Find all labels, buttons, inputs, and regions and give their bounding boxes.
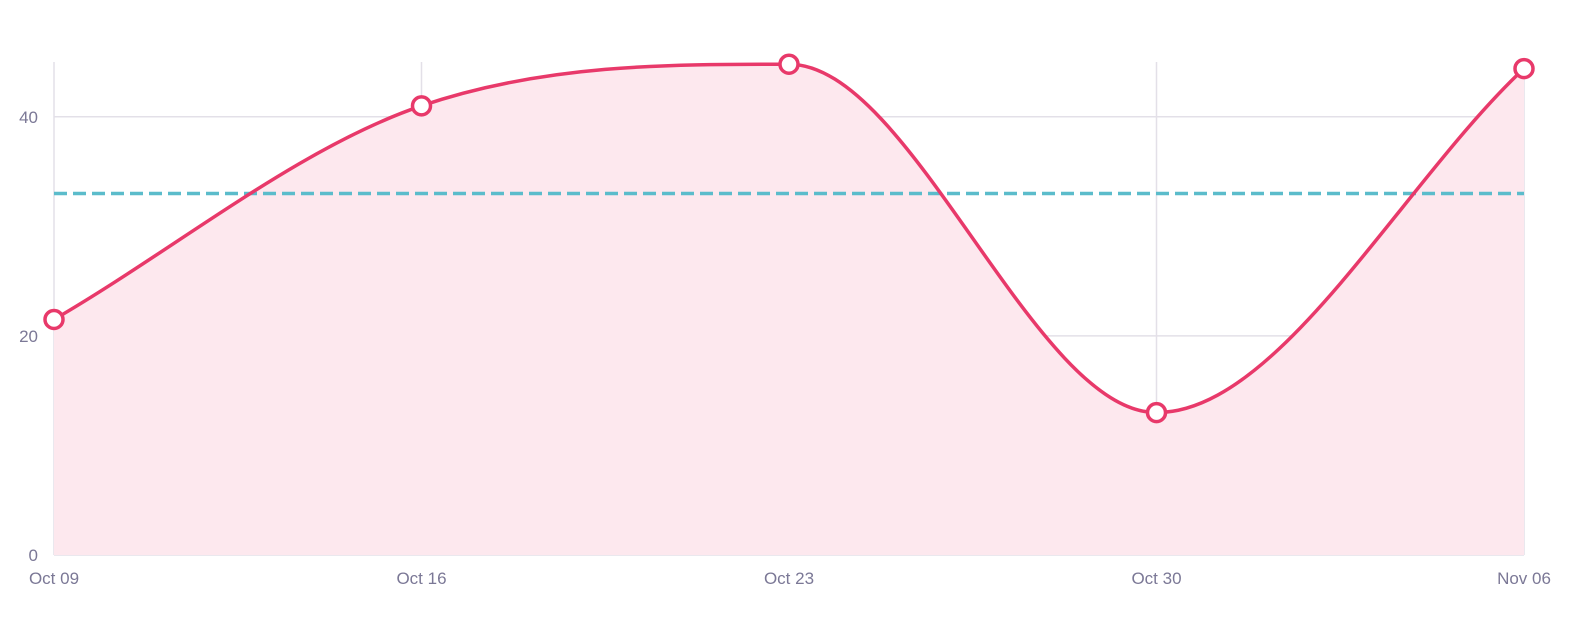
data-point-nov-06[interactable] [1515,60,1533,78]
data-point-oct-23[interactable] [780,55,798,73]
series-area-fill [54,64,1524,555]
y-tick-label: 40 [19,108,38,127]
y-tick-label: 0 [29,546,38,565]
x-tick-label: Oct 09 [29,569,79,588]
data-point-oct-09[interactable] [45,310,63,328]
x-tick-label: Oct 23 [764,569,814,588]
area-fill-layer [54,64,1524,555]
y-axis-tick-labels: 0 20 40 [19,108,38,565]
x-tick-label: Oct 30 [1131,569,1181,588]
y-tick-label: 20 [19,327,38,346]
x-axis-tick-labels: Oct 09 Oct 16 Oct 23 Oct 30 Nov 06 [29,569,1551,588]
x-tick-label: Nov 06 [1497,569,1551,588]
data-point-oct-30[interactable] [1148,404,1166,422]
data-point-oct-16[interactable] [413,97,431,115]
x-tick-label: Oct 16 [396,569,446,588]
